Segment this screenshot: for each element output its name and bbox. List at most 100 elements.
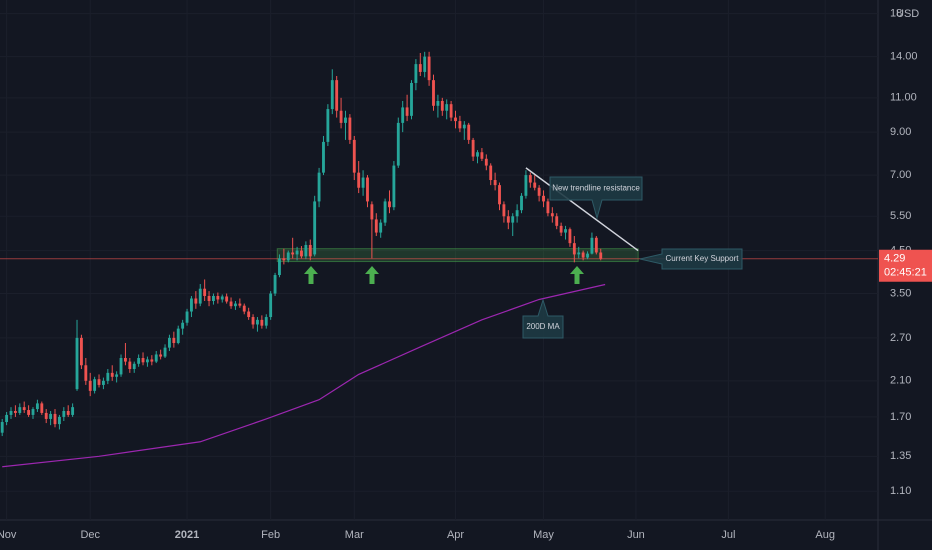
trendline — [525, 167, 639, 252]
candle-body — [484, 158, 488, 166]
candle-body — [181, 322, 185, 329]
candle-body — [300, 250, 303, 257]
candle-body — [57, 416, 61, 425]
moving-average-line — [2, 283, 606, 468]
support-arrow — [304, 266, 318, 284]
y-tick-label: 5.50 — [890, 210, 911, 222]
candle-body — [247, 311, 251, 318]
candle-body — [590, 237, 594, 254]
candle-body — [194, 298, 198, 304]
candle-body — [432, 80, 435, 106]
candle-body — [22, 407, 26, 411]
y-tick-label: 2.70 — [890, 332, 911, 344]
candle-body — [550, 213, 554, 217]
candle-body — [238, 303, 242, 306]
candle-body — [251, 317, 255, 325]
y-tick-label: 11.00 — [890, 92, 917, 104]
candle-body — [168, 337, 171, 348]
candle-body — [203, 288, 207, 296]
y-tick-label: 1.10 — [890, 485, 911, 497]
candle-body — [445, 104, 449, 111]
candle-body — [586, 253, 589, 258]
y-tick-label: 1.35 — [890, 450, 911, 462]
candle-body — [278, 258, 281, 276]
candle-body — [599, 252, 603, 259]
x-tick-label: Nov — [0, 529, 17, 541]
x-tick-label: Mar — [345, 529, 364, 541]
candle-body — [75, 337, 79, 390]
candle-body — [361, 177, 365, 188]
candle-body — [401, 107, 405, 123]
candle-body — [537, 187, 541, 196]
candle-body — [388, 201, 391, 208]
candle-body — [286, 252, 290, 261]
ma-callout-box — [522, 298, 564, 339]
candle-body — [216, 295, 220, 300]
candle-body — [392, 165, 396, 208]
candle-body — [414, 64, 418, 83]
candle-body — [594, 237, 598, 253]
candle-body — [352, 139, 356, 173]
candle-body — [370, 204, 374, 220]
candle-body — [374, 219, 378, 233]
candle-body — [440, 100, 444, 111]
candle-body — [524, 175, 528, 196]
candle-body — [480, 152, 484, 159]
candle-body — [423, 56, 427, 72]
candle-body — [88, 380, 92, 391]
candle-body — [528, 175, 532, 183]
last-price-label: 4.29 — [884, 253, 905, 265]
candle-body — [520, 195, 523, 211]
candle-body — [5, 414, 9, 423]
candle-body — [264, 317, 268, 326]
candle-body — [18, 407, 22, 413]
candle-body — [141, 357, 145, 363]
y-tick-label: 7.00 — [890, 169, 911, 181]
candle-body — [581, 252, 585, 258]
candle-body — [418, 64, 422, 72]
candle-body — [436, 100, 440, 106]
candle-body — [467, 124, 471, 140]
candle-body — [515, 210, 519, 217]
candle-body — [546, 201, 550, 214]
candle-body — [110, 372, 114, 377]
candle-body — [344, 117, 347, 123]
x-tick-label: Dec — [80, 529, 100, 541]
candle-body — [366, 177, 369, 202]
candle-body — [207, 295, 211, 302]
candle-body — [458, 121, 462, 129]
candle-body — [198, 288, 202, 304]
candle-body — [396, 122, 400, 166]
x-tick-label: Jun — [627, 529, 645, 541]
candle-body — [176, 328, 180, 344]
candle-body — [212, 295, 215, 302]
candle-body — [454, 117, 457, 122]
candle-body — [559, 225, 563, 233]
candle-body — [330, 80, 334, 110]
candle-body — [291, 252, 295, 255]
x-tick-label: 2021 — [175, 529, 199, 541]
support-arrow — [365, 266, 379, 284]
candle-body — [379, 222, 383, 233]
candle-body — [427, 56, 431, 81]
candle-body — [511, 216, 515, 223]
trendline-callout: New trendline resistance — [552, 184, 640, 193]
candle-body — [572, 243, 576, 255]
candle-body — [335, 80, 339, 111]
y-tick-label: 14.00 — [890, 51, 918, 63]
candle-body — [53, 413, 57, 425]
candle-body — [71, 407, 75, 415]
y-tick-label: 1.70 — [890, 411, 911, 423]
candle-body — [489, 165, 493, 181]
candle-body — [9, 410, 13, 415]
x-tick-label: Aug — [815, 529, 835, 541]
candle-body — [146, 359, 149, 363]
x-tick-label: May — [533, 529, 554, 541]
support-callout-box — [639, 248, 743, 270]
candle-body — [84, 365, 88, 381]
candle-body — [119, 357, 123, 375]
candle-body — [132, 363, 136, 370]
candle-body — [163, 347, 167, 357]
